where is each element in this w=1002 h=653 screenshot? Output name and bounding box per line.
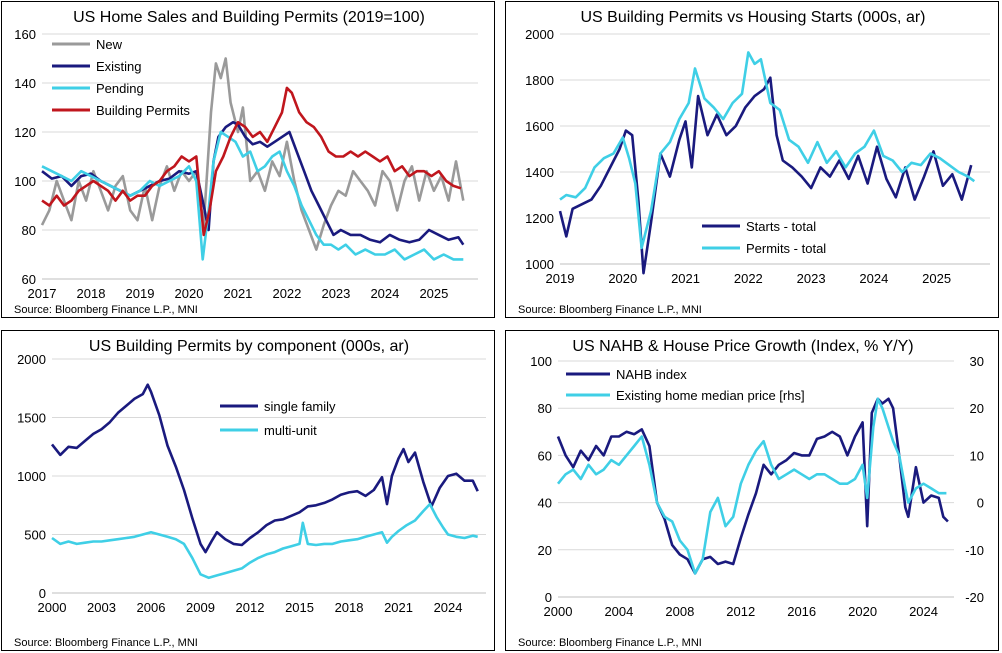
legend-label: Existing	[96, 59, 142, 74]
y-tick-label: 160	[14, 27, 36, 42]
x-tick-label: 2008	[665, 604, 694, 619]
x-tick-label: 2009	[186, 600, 215, 615]
series-line-building-permits	[41, 86, 462, 237]
y2-tick-label: 10	[970, 448, 984, 463]
x-tick-label: 2018	[335, 600, 364, 615]
y-tick-label: 40	[538, 496, 552, 511]
chart-title: US Home Sales and Building Permits (2019…	[73, 9, 425, 26]
y-tick-label: 0	[545, 590, 552, 605]
series-line-permits-total	[559, 51, 976, 250]
y-tick-label: 1600	[525, 119, 554, 134]
x-tick-label: 2015	[285, 600, 314, 615]
panel-permits-by-component: US Building Permits by component (000s, …	[1, 330, 495, 651]
chart-title: US NAHB & House Price Growth (Index, % Y…	[572, 338, 913, 355]
y-tick-label: 60	[538, 448, 552, 463]
y-tick-label: 2000	[525, 27, 554, 42]
legend-label: multi-unit	[264, 423, 317, 438]
x-tick-label: 2024	[434, 600, 463, 615]
y-tick-label: 80	[538, 401, 552, 416]
y-tick-label: 1500	[17, 411, 46, 426]
x-tick-label: 2021	[384, 600, 413, 615]
panel-home-sales-permits: US Home Sales and Building Permits (2019…	[1, 1, 495, 318]
x-tick-label: 2006	[137, 600, 166, 615]
legend-label: New	[96, 37, 123, 52]
x-tick-label: 2020	[608, 271, 637, 286]
x-tick-label: 2016	[787, 604, 816, 619]
x-tick-label: 2024	[859, 271, 888, 286]
y-tick-label: 0	[39, 586, 46, 601]
x-tick-label: 2000	[38, 600, 67, 615]
legend-label: Permits - total	[746, 241, 826, 256]
legend-label: single family	[264, 399, 336, 414]
x-tick-label: 2019	[546, 271, 575, 286]
y-tick-label: 1000	[17, 469, 46, 484]
y-tick-label: 140	[14, 76, 36, 91]
chart-title: US Building Permits vs Housing Starts (0…	[580, 9, 925, 26]
source-note: Source: Bloomberg Finance L.P., MNI	[14, 304, 198, 316]
y-tick-label: 1400	[525, 165, 554, 180]
x-tick-label: 2021	[671, 271, 700, 286]
y-tick-label: 80	[22, 223, 36, 238]
x-tick-label: 2025	[419, 286, 448, 301]
x-tick-label: 2003	[87, 600, 116, 615]
series-line-single-family	[50, 383, 479, 554]
x-tick-label: 2021	[223, 286, 252, 301]
panel-nahb-house-price: US NAHB & House Price Growth (Index, % Y…	[505, 330, 999, 651]
x-tick-label: 2020	[175, 286, 204, 301]
y2-tick-label: -20	[965, 590, 984, 605]
chart-nahb-house-price: US NAHB & House Price Growth (Index, % Y…	[518, 338, 984, 649]
source-note: Source: Bloomberg Finance L.P., MNI	[14, 637, 198, 649]
y-tick-label: 100	[14, 174, 36, 189]
series-line-new	[40, 57, 465, 251]
x-tick-label: 2004	[604, 604, 633, 619]
series-line-multi-unit	[51, 502, 478, 580]
y-tick-label: 60	[22, 272, 36, 287]
x-tick-label: 2022	[734, 271, 763, 286]
y2-tick-label: 20	[970, 401, 984, 416]
chart-permits-vs-starts: US Building Permits vs Housing Starts (0…	[518, 9, 990, 316]
x-tick-label: 2018	[77, 286, 106, 301]
y-tick-label: 2000	[17, 352, 46, 367]
y-tick-label: 1200	[525, 211, 554, 226]
y-tick-label: 1000	[525, 257, 554, 272]
y-tick-label: 100	[530, 354, 552, 369]
x-tick-label: 2025	[922, 271, 951, 286]
chart-title: US Building Permits by component (000s, …	[89, 338, 409, 355]
legend-label: Building Permits	[96, 103, 190, 118]
series-line-starts-total	[558, 76, 973, 275]
x-tick-label: 2024	[909, 604, 938, 619]
x-tick-label: 2000	[544, 604, 573, 619]
x-tick-label: 2024	[370, 286, 399, 301]
x-tick-label: 2023	[321, 286, 350, 301]
x-tick-label: 2022	[272, 286, 301, 301]
y2-tick-label: 30	[970, 354, 984, 369]
source-note: Source: Bloomberg Finance L.P., MNI	[518, 304, 702, 316]
series-line-nahb-index	[556, 397, 949, 575]
y2-tick-label: -10	[965, 543, 984, 558]
y-tick-label: 500	[24, 528, 46, 543]
x-tick-label: 2012	[726, 604, 755, 619]
legend-label: Pending	[96, 81, 144, 96]
x-tick-label: 2012	[236, 600, 265, 615]
source-note: Source: Bloomberg Finance L.P., MNI	[518, 637, 702, 649]
x-tick-label: 2017	[28, 286, 57, 301]
x-tick-label: 2019	[126, 286, 155, 301]
series-line-existing-home-median-price-rhs-	[556, 397, 947, 575]
y-tick-label: 20	[538, 543, 552, 558]
y2-tick-label: 0	[977, 496, 984, 511]
x-tick-label: 2023	[797, 271, 826, 286]
y-tick-label: 1800	[525, 73, 554, 88]
y-tick-label: 120	[14, 125, 36, 140]
x-tick-label: 2020	[848, 604, 877, 619]
panel-permits-vs-starts: US Building Permits vs Housing Starts (0…	[505, 1, 999, 318]
legend-label: Starts - total	[746, 219, 816, 234]
legend-label: Existing home median price [rhs]	[616, 388, 805, 403]
chart-home-sales-permits: US Home Sales and Building Permits (2019…	[14, 9, 478, 316]
chart-permits-by-component: US Building Permits by component (000s, …	[14, 338, 486, 649]
legend-label: NAHB index	[616, 367, 687, 382]
